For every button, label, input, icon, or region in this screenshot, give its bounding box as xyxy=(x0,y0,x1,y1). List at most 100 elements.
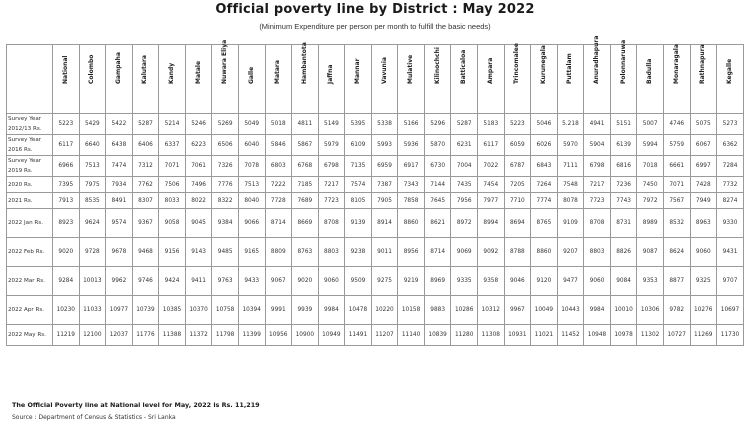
table-cell: 9477 xyxy=(556,266,585,296)
table-cell: 8624 xyxy=(662,237,691,267)
table-cell: 10758 xyxy=(211,295,239,325)
table-cell: 9763 xyxy=(211,266,239,296)
table-cell: 5846 xyxy=(264,134,293,156)
table-cell: 10839 xyxy=(423,324,452,346)
column-header: Puttalam xyxy=(556,44,585,114)
table-cell: 7776 xyxy=(211,176,239,193)
table-cell: 4746 xyxy=(662,113,691,135)
table-cell: 9707 xyxy=(716,266,744,296)
table-cell: 10049 xyxy=(530,295,558,325)
table-cell: 5993 xyxy=(370,134,399,156)
table-cell: 8923 xyxy=(52,208,80,238)
table-cell: 8803 xyxy=(583,237,611,267)
column-header-label: Monaragala xyxy=(672,44,680,84)
table-cell: 8809 xyxy=(264,237,293,267)
column-header: Hambantota xyxy=(291,42,319,114)
table-cell: 8708 xyxy=(583,208,611,238)
table-cell: 10956 xyxy=(264,324,293,346)
table-cell: 11140 xyxy=(397,324,425,346)
table-cell: 8963 xyxy=(689,208,718,238)
table-cell: 7977 xyxy=(477,192,505,209)
table-cell: 8105 xyxy=(344,192,372,209)
column-header: Nuwara Eliya xyxy=(211,40,239,114)
table-cell: 5223 xyxy=(503,113,532,135)
table-cell: 9468 xyxy=(131,237,160,267)
table-cell: 4811 xyxy=(291,113,319,135)
source-note: Source : Department of Census & Statisti… xyxy=(12,414,176,421)
column-header: Trincomalee xyxy=(503,43,532,114)
column-header-label: Gampaha xyxy=(114,52,122,84)
table-cell: 9939 xyxy=(291,295,319,325)
table-cell: 6223 xyxy=(184,134,213,156)
column-header: Monaragala xyxy=(662,44,691,114)
column-header-label: Ampara xyxy=(486,57,494,84)
table-cell: 9046 xyxy=(503,266,532,296)
row-label: 2021 Rs. xyxy=(6,192,53,209)
table-cell: 5149 xyxy=(317,113,346,135)
column-header-label: Trincomalee xyxy=(513,43,521,84)
table-cell: 5422 xyxy=(105,113,133,135)
table-cell: 6026 xyxy=(530,134,558,156)
table-cell: 11280 xyxy=(450,324,478,346)
table-cell: 7061 xyxy=(184,155,213,177)
table-cell: 9678 xyxy=(105,237,133,267)
table-cell: 6337 xyxy=(158,134,186,156)
column-header: Colombo xyxy=(78,44,107,114)
table-cell: 6917 xyxy=(397,155,425,177)
table-cell: 9433 xyxy=(237,266,266,296)
table-row: 2022 Feb Rs. 9020 9728 9678 9468 9156 9143 9485… xyxy=(6,237,744,267)
table-cell: 7312 xyxy=(131,155,160,177)
column-header: Matale xyxy=(184,44,213,114)
column-header-label: National xyxy=(61,55,69,85)
table-cell: 8860 xyxy=(530,237,558,267)
column-header: Kegalle xyxy=(716,44,744,114)
table-cell: 8803 xyxy=(317,237,346,267)
table-cell: 9367 xyxy=(131,208,160,238)
table-cell: 9883 xyxy=(423,295,452,325)
table-cell: 9330 xyxy=(716,208,744,238)
table-cell: 6798 xyxy=(317,155,346,177)
column-header-label: Kurunegala xyxy=(539,45,547,84)
table-cell: 8040 xyxy=(237,192,266,209)
column-header-label: Matale xyxy=(194,60,202,84)
table-cell: 9431 xyxy=(716,237,744,267)
column-header: Jaffna xyxy=(317,44,346,114)
table-cell: 9219 xyxy=(397,266,425,296)
table-row: Survey Year 2016 Rs. 6117 6640 6438 6406 6337… xyxy=(6,134,744,156)
table-cell: 7645 xyxy=(423,192,452,209)
table-cell: 5269 xyxy=(211,113,239,135)
table-cell: 8714 xyxy=(264,208,293,238)
column-header-label: Galle xyxy=(247,66,255,84)
column-header: Mulative xyxy=(397,44,425,114)
table-cell: 11798 xyxy=(211,324,239,346)
row-label: 2022 Mar Rs. xyxy=(6,266,53,296)
table-cell: 7728 xyxy=(264,192,293,209)
table-row: Survey Year 2019 Rs. 6966 7513 7474 7312 7071… xyxy=(6,155,744,177)
table-cell: 7236 xyxy=(609,176,638,193)
table-cell: 9087 xyxy=(636,237,664,267)
table-cell: 5338 xyxy=(370,113,399,135)
table-cell: 7284 xyxy=(716,155,744,177)
table-cell: 6067 xyxy=(689,134,718,156)
column-header-label: Kandy xyxy=(168,62,176,84)
table-cell: 11033 xyxy=(78,295,107,325)
column-header-label: Vavunia xyxy=(380,57,388,84)
table-cell: 8788 xyxy=(503,237,532,267)
table-cell: 7450 xyxy=(636,176,664,193)
table-cell: 8532 xyxy=(662,208,691,238)
table-cell: 10443 xyxy=(556,295,585,325)
table-cell: 7185 xyxy=(291,176,319,193)
table-cell: 9624 xyxy=(78,208,107,238)
column-header: Polonnaruwa xyxy=(609,40,638,114)
column-header-label: Kalutara xyxy=(141,55,149,84)
table-cell: 9335 xyxy=(450,266,478,296)
table-cell: 9060 xyxy=(689,237,718,267)
table-cell: 10948 xyxy=(583,324,611,346)
row-label: 2022 May Rs. xyxy=(6,324,53,346)
table-cell: 6117 xyxy=(52,134,80,156)
table-cell: 9067 xyxy=(264,266,293,296)
column-header-label: Anuradhapura xyxy=(593,35,601,84)
table-cell: 8994 xyxy=(477,208,505,238)
table-cell: 10013 xyxy=(78,266,107,296)
table-cell: 9139 xyxy=(344,208,372,238)
